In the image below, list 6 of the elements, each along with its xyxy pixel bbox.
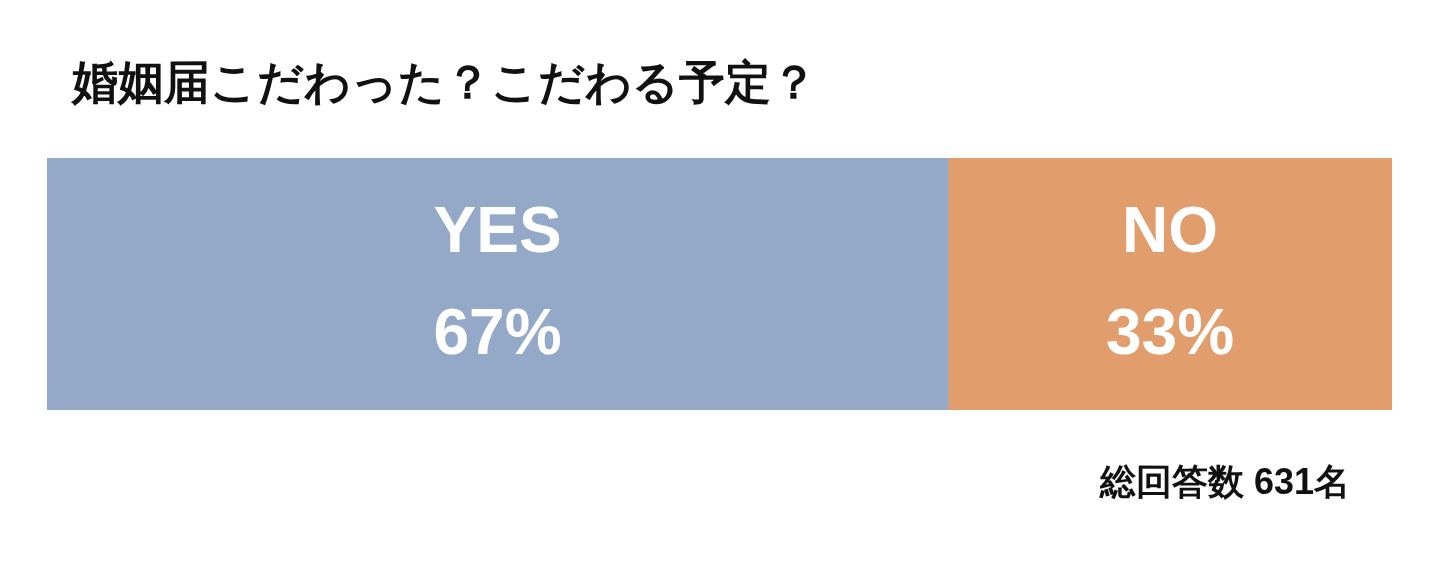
series-label: YES bbox=[433, 193, 562, 266]
data-label: 67% bbox=[433, 295, 562, 368]
data-label: 33% bbox=[1106, 295, 1235, 368]
text: 総回答数 631名 bbox=[1099, 460, 1350, 504]
chart-title: 婚姻届こだわった？こだわる予定？ bbox=[72, 55, 817, 110]
series-label: NO bbox=[1122, 193, 1219, 266]
